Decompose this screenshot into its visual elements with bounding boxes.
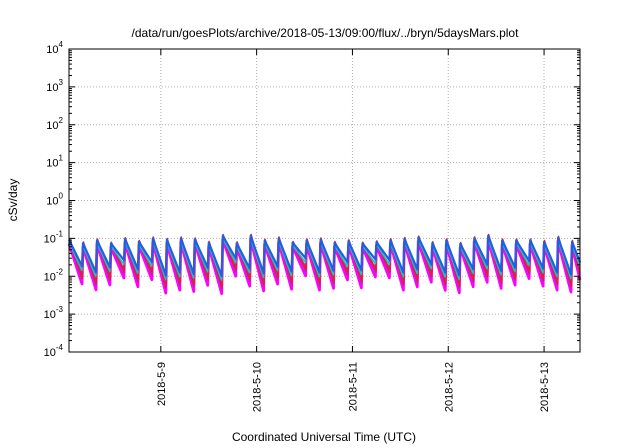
y-axis: 10-4 10-3 10-2 10-1 100 101 102 103 104 <box>44 40 580 359</box>
y-tick-label: 101 <box>46 154 63 170</box>
chart-title: /data/run/goesPlots/archive/2018-05-13/0… <box>132 26 520 40</box>
y-tick-label: 103 <box>46 78 63 94</box>
x-axis: 2018-5-9 2018-5-10 2018-5-11 2018-5-12 2018-… <box>156 49 551 412</box>
y-axis-label: cSv/day <box>6 179 20 222</box>
x-tick-label: 2018-5-9 <box>156 362 168 406</box>
x-tick-label: 2018-5-12 <box>443 362 455 412</box>
grid <box>69 49 580 352</box>
y-tick-label: 104 <box>46 40 63 56</box>
x-tick-label: 2018-5-11 <box>347 362 359 411</box>
y-tick-label: 10-1 <box>44 229 64 245</box>
y-tick-label: 10-2 <box>44 267 64 283</box>
y-tick-label: 10-3 <box>44 305 64 321</box>
series-group <box>67 233 582 295</box>
y-tick-label: 100 <box>46 192 63 208</box>
x-axis-label: Coordinated Universal Time (UTC) <box>232 430 416 444</box>
series-line <box>67 238 582 295</box>
series-line <box>68 234 582 278</box>
x-tick-label: 2018-5-10 <box>252 362 264 412</box>
y-tick-label: 102 <box>46 116 63 132</box>
x-tick-label: 2018-5-13 <box>539 362 551 412</box>
y-tick-label: 10-4 <box>44 343 64 359</box>
